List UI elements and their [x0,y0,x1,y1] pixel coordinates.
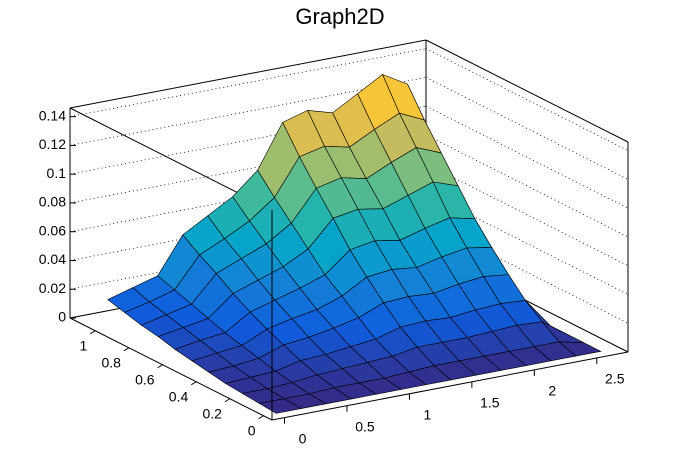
grid-line [425,134,629,238]
y-tick-label: 0.4 [169,388,189,404]
grid-line [425,249,629,353]
grid-line [425,192,629,295]
x-tick-label: 1.5 [480,395,500,411]
y-tick-label: 0.2 [202,405,222,421]
y-tick [190,381,197,386]
grid-line [69,105,427,175]
surface-cell [258,398,302,414]
grid-line [425,77,629,180]
y-tick [224,398,231,403]
y-tick-label: 1 [79,337,87,353]
grid-line [69,192,427,261]
y-tick [89,330,96,335]
x-tick-label: 2 [548,383,556,399]
z-tick-label: 0.08 [39,194,66,210]
x-axis [271,351,629,421]
box-edge [69,39,427,109]
y-tick-label: 0 [248,422,256,438]
x-tick-label: 1 [424,406,432,422]
y-tick [123,347,130,352]
z-tick-label: 0.1 [47,165,67,181]
grid-line [425,48,629,151]
x-tick-label: 0 [299,430,307,446]
y-tick-label: 0.8 [101,354,121,370]
grid-line [425,105,629,209]
z-tick-label: 0.12 [39,136,66,152]
box-edge [425,39,629,143]
grid-line [69,163,427,233]
grid-line [69,220,427,290]
z-tick-label: 0 [58,309,66,325]
x-tick-label: 2.5 [605,371,625,387]
y-tick [157,364,163,369]
x-tick-label: 0.5 [355,418,375,434]
grid-line [425,220,629,324]
y-tick [258,415,264,420]
grid-line [69,134,427,204]
grid-line [425,163,629,267]
grid-line [69,77,427,146]
y-axis [69,317,273,421]
z-tick-label: 0.06 [39,222,66,238]
z-tick-label: 0.04 [39,251,66,267]
chart-title: Graph2D [295,4,384,29]
z-tick-label: 0.02 [39,280,66,296]
grid-line [69,48,427,118]
y-tick-label: 0.6 [135,371,155,387]
z-tick-label: 0.14 [39,107,66,123]
